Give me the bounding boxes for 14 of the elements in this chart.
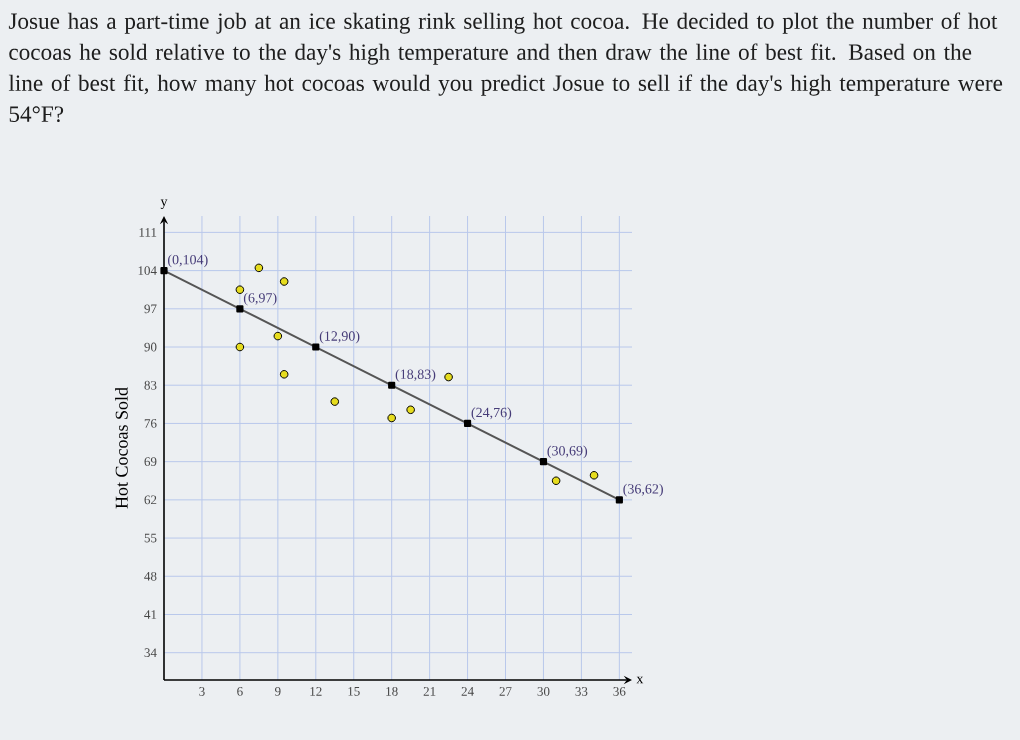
point (273, 331, 283, 341)
point (235, 342, 245, 352)
point (330, 397, 340, 406)
point (279, 277, 289, 286)
point (589, 471, 599, 480)
point (254, 263, 264, 273)
point (406, 405, 415, 415)
point (387, 413, 396, 423)
point (551, 476, 561, 486)
point (235, 285, 245, 294)
point (444, 372, 453, 382)
point (279, 370, 289, 379)
chart-title: Josue has a part-time job at an ice skating rink selling hot cocoa. He decided to plot the number of hot cocoas he sold relative to the day's high temperature and then draw the line of best fit. Based on the line of best fit, how many hot cocoas would you predict Josue to sell if the day's high temperature were 54°F? (8, 12, 1003, 123)
y-axis-title: Hot Cocoas Sold (115, 387, 128, 509)
